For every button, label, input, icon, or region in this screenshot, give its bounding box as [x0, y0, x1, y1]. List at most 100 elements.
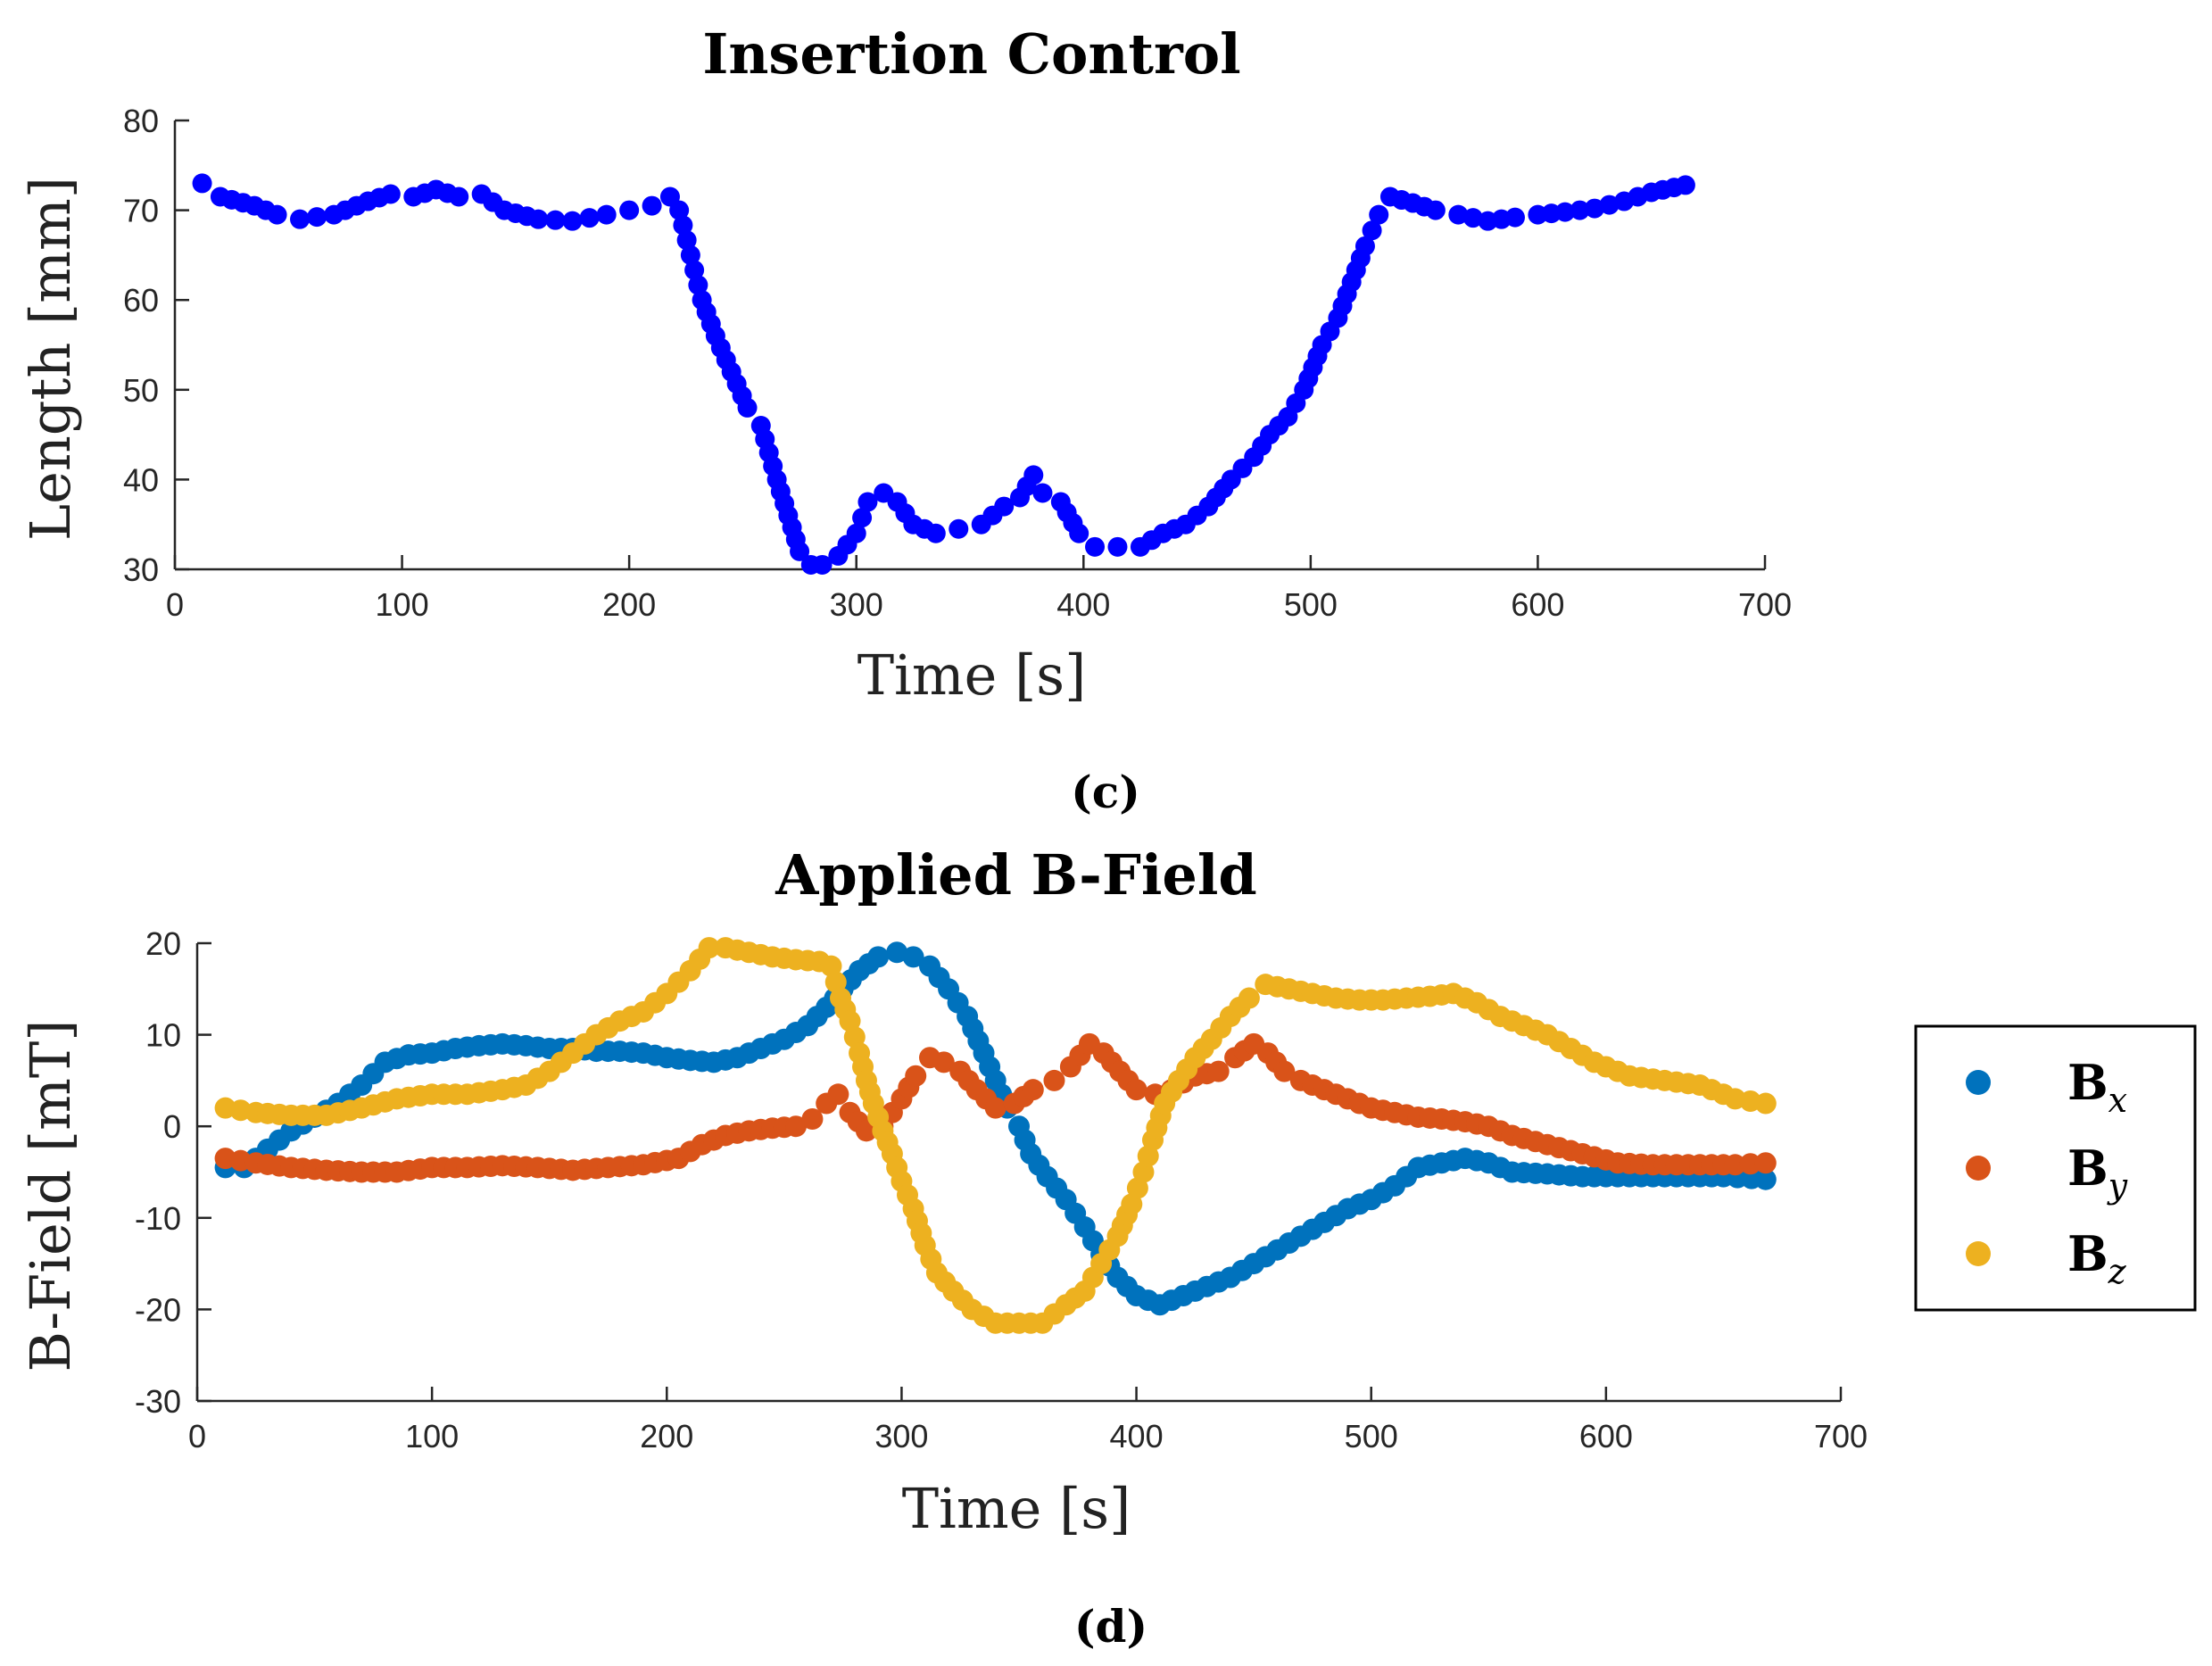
data-point [812, 554, 833, 575]
x-tick-label: 300 [874, 1418, 928, 1455]
data-point [1273, 1060, 1296, 1082]
legend-box [1914, 1024, 2197, 1312]
plot-area: 0 100 200 300 400 500 600 700 30 40 50 60 70 80 [123, 103, 1792, 623]
data-point [680, 245, 700, 265]
x-tick-label: 100 [405, 1418, 459, 1455]
x-tick-label: 600 [1511, 586, 1564, 623]
data-point [1462, 208, 1483, 228]
data-point [528, 209, 549, 229]
legend-marker-by [1966, 1156, 1991, 1181]
data-point [676, 230, 697, 251]
data-point [1570, 200, 1590, 220]
y-tick-label: 60 [123, 282, 159, 319]
y-axis-label: B-Field [mT] [18, 1020, 83, 1372]
data-point [669, 200, 690, 220]
data-point [1675, 175, 1695, 195]
data-point [1739, 1153, 1761, 1175]
data-point [984, 1097, 1007, 1119]
legend-entry-bx: Bx [1966, 1054, 2127, 1120]
data-point [290, 209, 311, 229]
data-point [1085, 536, 1106, 557]
legend: Bx By Bz [1914, 1024, 2197, 1312]
y-axis-label: Length [mm] [18, 177, 83, 541]
plot-area: 0 100 200 300 400 500 600 700 -30 -20 -10 0 10 20 [135, 925, 1868, 1455]
data-point [867, 946, 890, 968]
x-tick-label: 400 [1110, 1418, 1164, 1455]
data-point [902, 946, 924, 968]
data-point [1069, 523, 1089, 543]
x-tick-label: 300 [830, 586, 883, 623]
x-axis-label: Time [s] [902, 1476, 1131, 1541]
data-point [852, 508, 873, 528]
data-point [949, 518, 969, 539]
data-point [801, 1107, 824, 1130]
y-tick-label: -30 [135, 1383, 181, 1420]
y-tick-label: 40 [123, 461, 159, 498]
data-point [307, 207, 327, 228]
series-bz [214, 937, 1777, 1334]
x-tick-label: 600 [1579, 1418, 1633, 1455]
data-point [562, 211, 583, 231]
data-point [579, 208, 600, 228]
x-tick-label: 0 [188, 1418, 206, 1455]
series-by [214, 1032, 1777, 1183]
data-point [1754, 1152, 1777, 1174]
data-point [1355, 236, 1375, 256]
x-tick-label: 400 [1056, 586, 1110, 623]
data-point [827, 1083, 849, 1106]
data-point [886, 941, 908, 964]
x-tick-label: 500 [1345, 1418, 1398, 1455]
legend-marker-bz [1966, 1241, 1991, 1266]
data-point [857, 492, 878, 512]
x-tick-label: 700 [1738, 586, 1792, 623]
data-point [846, 523, 866, 543]
data-point [905, 1065, 927, 1087]
data-point [380, 184, 401, 204]
data-point [785, 1115, 808, 1138]
data-point [267, 204, 287, 225]
y-tick-label: 70 [123, 193, 159, 229]
applied-b-field-panel: Applied B-Field 0 100 200 300 400 500 600 700-3… [18, 842, 2197, 1653]
x-tick-label: 0 [166, 586, 184, 623]
data-point [1238, 987, 1260, 1009]
data-point [1585, 198, 1605, 219]
data-point [1107, 536, 1128, 557]
y-tick-label: -20 [135, 1291, 181, 1328]
data-point [688, 275, 708, 295]
legend-entry-bz: Bz [1966, 1225, 2127, 1291]
x-tick-label: 100 [376, 586, 429, 623]
x-tick-label: 200 [640, 1418, 693, 1455]
data-point [449, 186, 469, 207]
chart-title: Applied B-Field [775, 842, 1257, 908]
data-point [1504, 207, 1525, 228]
data-point [1023, 465, 1044, 485]
data-point [192, 173, 212, 194]
legend-label-by: By [2067, 1140, 2128, 1206]
data-point [932, 1051, 955, 1073]
data-point [1032, 483, 1053, 503]
data-point [1554, 202, 1575, 222]
data-point [994, 496, 1015, 517]
data-point [673, 215, 693, 236]
data-point [1599, 195, 1620, 215]
data-point [790, 541, 810, 561]
legend-entry-by: By [1966, 1140, 2128, 1206]
y-tick-label: 20 [145, 925, 181, 962]
series-bx [214, 941, 1777, 1316]
data-point [1448, 204, 1469, 225]
data-point [642, 195, 662, 216]
data-point [1724, 1154, 1746, 1176]
data-point [925, 523, 946, 543]
data-point [596, 204, 617, 225]
data-point [1425, 200, 1446, 220]
data-point [1022, 1079, 1044, 1101]
data-point [1362, 220, 1382, 241]
x-tick-label: 500 [1284, 586, 1338, 623]
data-point [1754, 1168, 1777, 1190]
y-tick-label: 50 [123, 372, 159, 409]
legend-label-bz: Bz [2067, 1225, 2127, 1291]
data-point [1754, 1092, 1777, 1115]
legend-label-bx: Bx [2067, 1054, 2127, 1120]
data-point [737, 397, 758, 418]
